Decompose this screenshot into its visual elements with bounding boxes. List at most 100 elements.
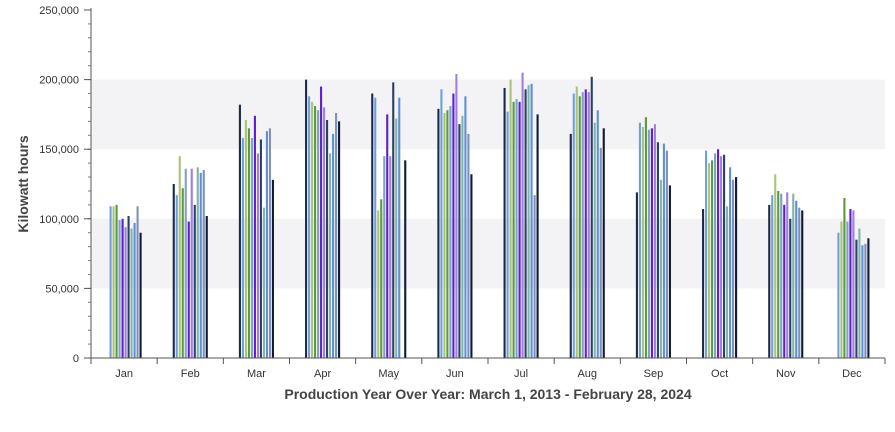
bar xyxy=(711,160,714,358)
bar xyxy=(178,156,181,358)
bar xyxy=(326,119,329,358)
bar xyxy=(314,106,317,358)
bar xyxy=(783,204,786,358)
bar xyxy=(708,163,711,358)
bar xyxy=(395,118,398,359)
bar xyxy=(253,115,256,359)
bar xyxy=(172,184,175,358)
bar xyxy=(464,96,467,358)
bar xyxy=(262,207,265,358)
bar xyxy=(389,156,392,358)
bar xyxy=(187,221,190,358)
bar xyxy=(124,227,127,358)
bar xyxy=(578,96,581,358)
grid-band xyxy=(91,79,885,150)
bar xyxy=(205,216,208,358)
x-tick-label: Jan xyxy=(115,368,133,380)
y-tick-label: 50,000 xyxy=(45,283,79,295)
y-axis-title: Kilowatt hours xyxy=(15,135,31,232)
bar xyxy=(774,174,777,358)
bar xyxy=(584,89,587,359)
x-tick-label: Dec xyxy=(842,368,862,380)
bar xyxy=(665,150,668,358)
bar xyxy=(855,239,858,358)
x-tick-label: Nov xyxy=(776,368,796,380)
bar xyxy=(130,228,133,358)
bar xyxy=(202,170,205,358)
bar xyxy=(786,192,789,358)
bar xyxy=(244,119,247,358)
bar xyxy=(133,222,136,358)
bar xyxy=(837,232,840,358)
bar xyxy=(647,129,650,358)
bar xyxy=(641,126,644,358)
bar xyxy=(467,133,470,358)
bar xyxy=(184,168,187,358)
bar xyxy=(503,87,506,359)
bar xyxy=(530,83,533,358)
bar xyxy=(780,193,783,358)
x-tick-label: Jul xyxy=(514,368,528,380)
bar xyxy=(199,172,202,358)
bar xyxy=(777,190,780,358)
bar xyxy=(449,106,452,358)
bar xyxy=(115,204,118,358)
bar xyxy=(801,210,804,358)
bar xyxy=(268,128,271,358)
bar xyxy=(575,86,578,358)
grid-band xyxy=(91,218,885,289)
bar xyxy=(732,179,735,358)
bar xyxy=(515,99,518,358)
bar xyxy=(644,117,647,359)
bar xyxy=(139,232,142,358)
y-tick-label: 0 xyxy=(73,353,79,365)
bar xyxy=(659,179,662,358)
bar xyxy=(599,147,602,358)
y-axis: 0 50,000 100,000 150,000 200,000 250,000 xyxy=(39,5,92,365)
bar xyxy=(569,133,572,358)
bar xyxy=(512,101,515,358)
bar xyxy=(771,195,774,358)
bar xyxy=(593,122,596,358)
bar xyxy=(858,228,861,358)
bar xyxy=(864,243,867,358)
bar xyxy=(259,139,262,358)
bar xyxy=(371,93,374,359)
bar xyxy=(136,206,139,358)
bar xyxy=(792,193,795,358)
bar xyxy=(320,86,323,358)
bar xyxy=(437,108,440,358)
bar xyxy=(846,221,849,358)
bar xyxy=(118,220,121,358)
bar xyxy=(536,114,539,359)
bar xyxy=(795,200,798,358)
bar xyxy=(723,154,726,358)
bar xyxy=(305,79,308,358)
x-axis: Jan Feb Mar Apr May Jun Jul Aug Sep Oct Nov Dec xyxy=(90,357,886,380)
bar xyxy=(596,110,599,358)
bar xyxy=(843,197,846,358)
x-tick-label: Mar xyxy=(247,368,266,380)
bar xyxy=(705,150,708,358)
x-tick-label: Jun xyxy=(446,368,464,380)
bar xyxy=(849,209,852,358)
x-tick-label: Feb xyxy=(181,368,200,380)
bar xyxy=(533,195,536,358)
bar xyxy=(581,92,584,359)
bar xyxy=(398,97,401,359)
bar xyxy=(190,168,193,358)
bar xyxy=(311,101,314,358)
bar xyxy=(196,167,199,358)
y-tick-label: 200,000 xyxy=(39,75,79,87)
bar xyxy=(840,221,843,358)
x-tick-label: Oct xyxy=(711,368,728,380)
bar xyxy=(638,122,641,358)
bar xyxy=(392,82,395,358)
bar xyxy=(329,153,332,358)
x-tick-label: Apr xyxy=(314,368,331,380)
bar xyxy=(867,238,870,358)
bar xyxy=(335,113,338,359)
bar xyxy=(668,185,671,358)
bar xyxy=(650,128,653,358)
